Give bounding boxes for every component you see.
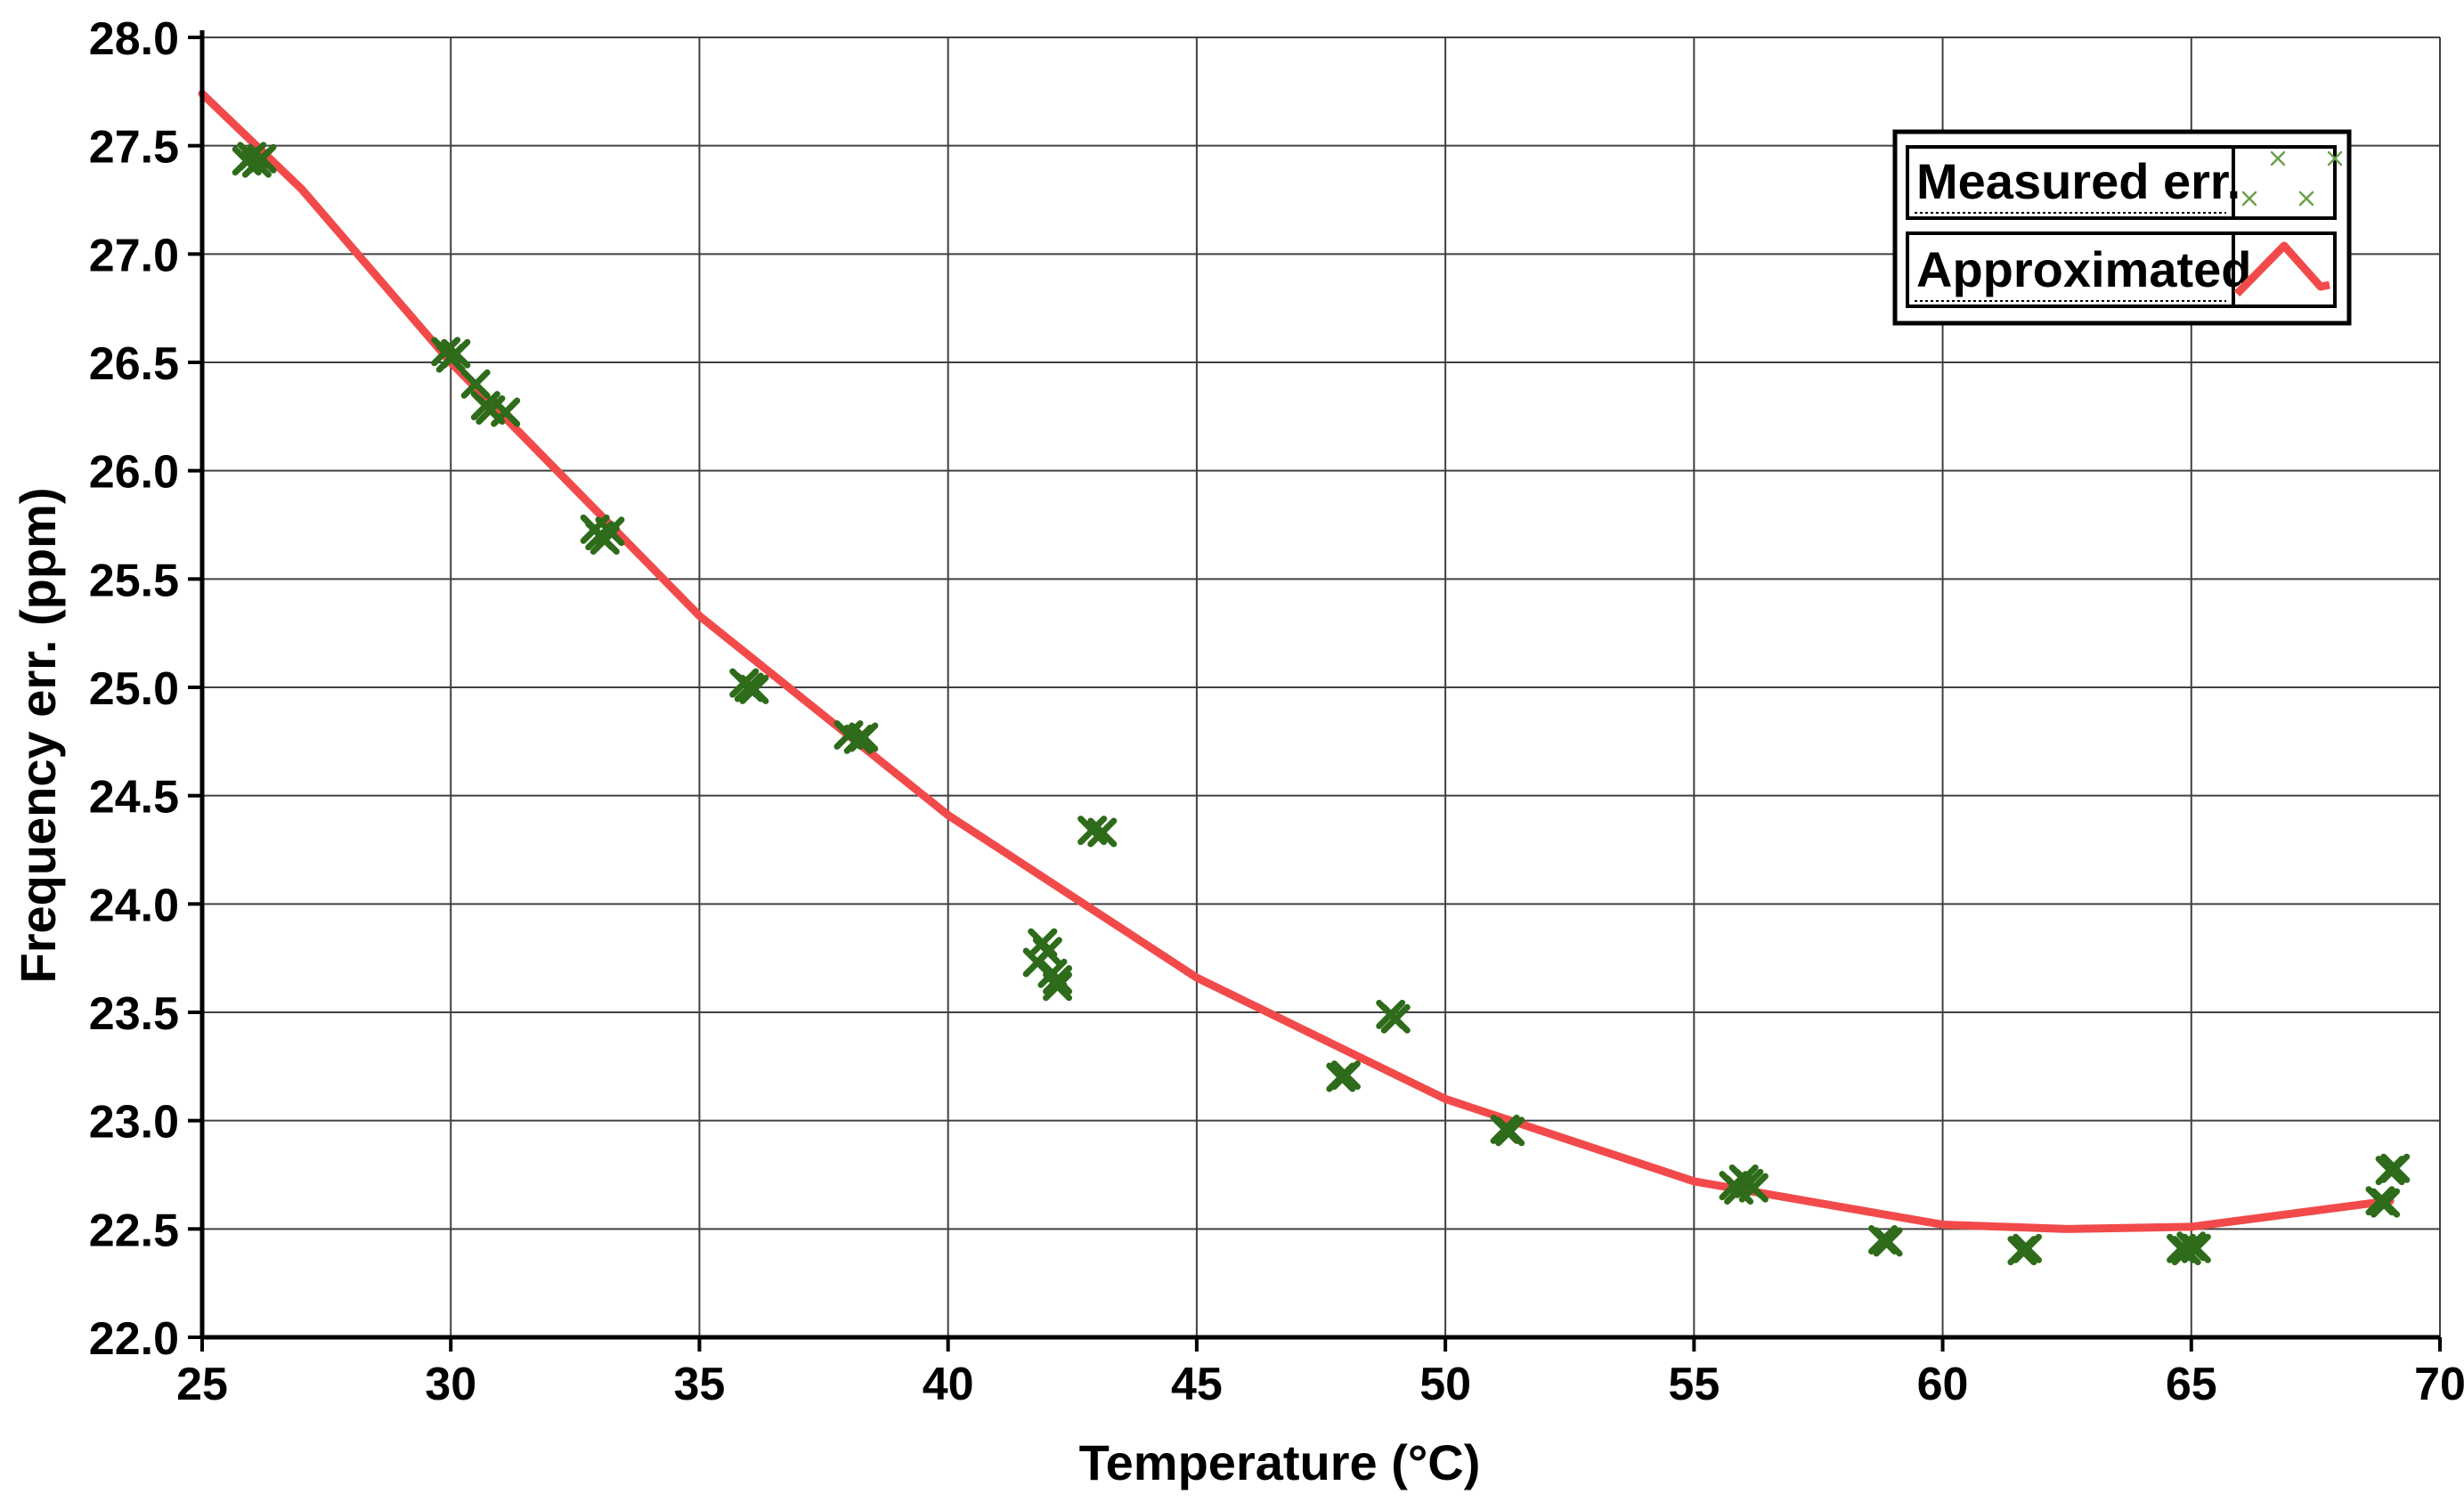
series-line-approximated [198, 89, 2395, 1233]
x-tick-label: 25 [176, 1359, 228, 1410]
marker-stroke [1077, 816, 1108, 846]
marker-stroke [247, 143, 277, 174]
legend-box-measured [1906, 145, 2337, 220]
scatter-point-measured [1043, 971, 1073, 1002]
series-layer [198, 89, 2411, 1266]
scatter-point-measured [2181, 1233, 2211, 1263]
y-tick-label: 24.5 [89, 772, 179, 824]
scatter-point-measured [1738, 1173, 1769, 1203]
x-tick-label: 70 [2414, 1359, 2464, 1410]
marker-stroke [1330, 1060, 1361, 1091]
marker-stroke [1087, 817, 1118, 848]
scatter-point-measured [1330, 1060, 1361, 1091]
x-tick-label: 35 [674, 1359, 726, 1410]
y-tick-label: 25.0 [89, 663, 179, 715]
scatter-point-measured [1043, 965, 1073, 995]
legend-label-measured: Measured err. [1916, 153, 2240, 209]
legend-label-approximated: Approximated [1916, 241, 2252, 297]
scatter-point-measured [2012, 1233, 2042, 1263]
marker-stroke [2012, 1233, 2042, 1263]
marker-stroke [1043, 965, 1073, 995]
marker-stroke [2298, 191, 2314, 207]
x-tick-label: 45 [1171, 1359, 1223, 1410]
marker-stroke [441, 338, 471, 369]
x-tick-label: 65 [2166, 1359, 2217, 1410]
legend-swatch-approximated [2233, 241, 2330, 297]
marker-stroke [2270, 150, 2286, 166]
x-tick-label: 50 [1419, 1359, 1471, 1410]
y-tick-label: 26.0 [89, 447, 179, 499]
marker-stroke [491, 397, 521, 427]
y-tick-label: 26.5 [89, 338, 179, 390]
x-tick-label: 30 [425, 1359, 476, 1410]
scatter-point-measured [1495, 1116, 1525, 1147]
y-tick-label: 27.5 [89, 122, 179, 174]
scatter-point-measured [2380, 1153, 2411, 1183]
x-tick-label: 60 [1917, 1359, 1969, 1410]
scatter-point-measured [247, 143, 277, 174]
legend-box-approximated [1906, 231, 2337, 308]
scatter-point-measured [1087, 817, 1118, 848]
marker-stroke [2380, 1153, 2411, 1183]
scatter-point-measured [491, 397, 521, 427]
scatter-point-measured [739, 674, 769, 704]
legend-swatch-measured [2241, 150, 2343, 207]
marker-stroke [2370, 1188, 2401, 1218]
y-tick-label: 27.0 [89, 230, 179, 281]
marker-stroke [2241, 191, 2257, 207]
x-axis-title: Temperature (°C) [1079, 1434, 1481, 1490]
legend-swatch-marker [2298, 191, 2314, 207]
marker-stroke [1380, 1003, 1411, 1034]
y-axis-title: Frequency err. (ppm) [10, 487, 66, 983]
y-tick-label: 23.0 [89, 1097, 179, 1149]
scatter-point-measured [595, 516, 625, 547]
scatter-point-measured [1873, 1227, 1903, 1257]
y-tick-label: 22.5 [89, 1205, 179, 1256]
scatter-point-measured [2370, 1188, 2401, 1218]
marker-stroke [1043, 971, 1073, 1002]
y-tick-label: 28.0 [89, 13, 179, 65]
marker-stroke [460, 369, 491, 399]
ticks: 25 30 35 40 45 50 55 60 65 70 22.0 22.5 23.0 23.5 24.0… [89, 13, 2464, 1410]
y-tick-label: 25.5 [89, 555, 179, 606]
marker-stroke [849, 722, 879, 752]
marker-stroke [1495, 1116, 1525, 1147]
marker-stroke [595, 516, 625, 547]
legend-swatch-marker [2241, 191, 2257, 207]
marker-stroke [1873, 1227, 1903, 1257]
y-tick-label: 24.0 [89, 880, 179, 931]
scatter-point-measured [441, 338, 471, 369]
y-tick-label: 23.5 [89, 988, 179, 1040]
scatter-point-measured [849, 722, 879, 752]
marker-stroke [739, 674, 769, 704]
marker-stroke [2181, 1233, 2211, 1263]
legend-swatch-marker [2327, 150, 2343, 166]
y-tick-label: 22.0 [89, 1313, 179, 1365]
x-tick-label: 55 [1668, 1359, 1720, 1410]
scatter-point-measured [1380, 1003, 1411, 1034]
x-tick-label: 40 [923, 1359, 974, 1410]
grid [202, 37, 2441, 1337]
legend: Measured err. Approximated [1892, 129, 2352, 326]
marker-stroke [2327, 150, 2343, 166]
marker-stroke [1738, 1173, 1769, 1203]
scatter-point-measured [460, 369, 491, 399]
legend-swatch-marker [2270, 150, 2286, 166]
